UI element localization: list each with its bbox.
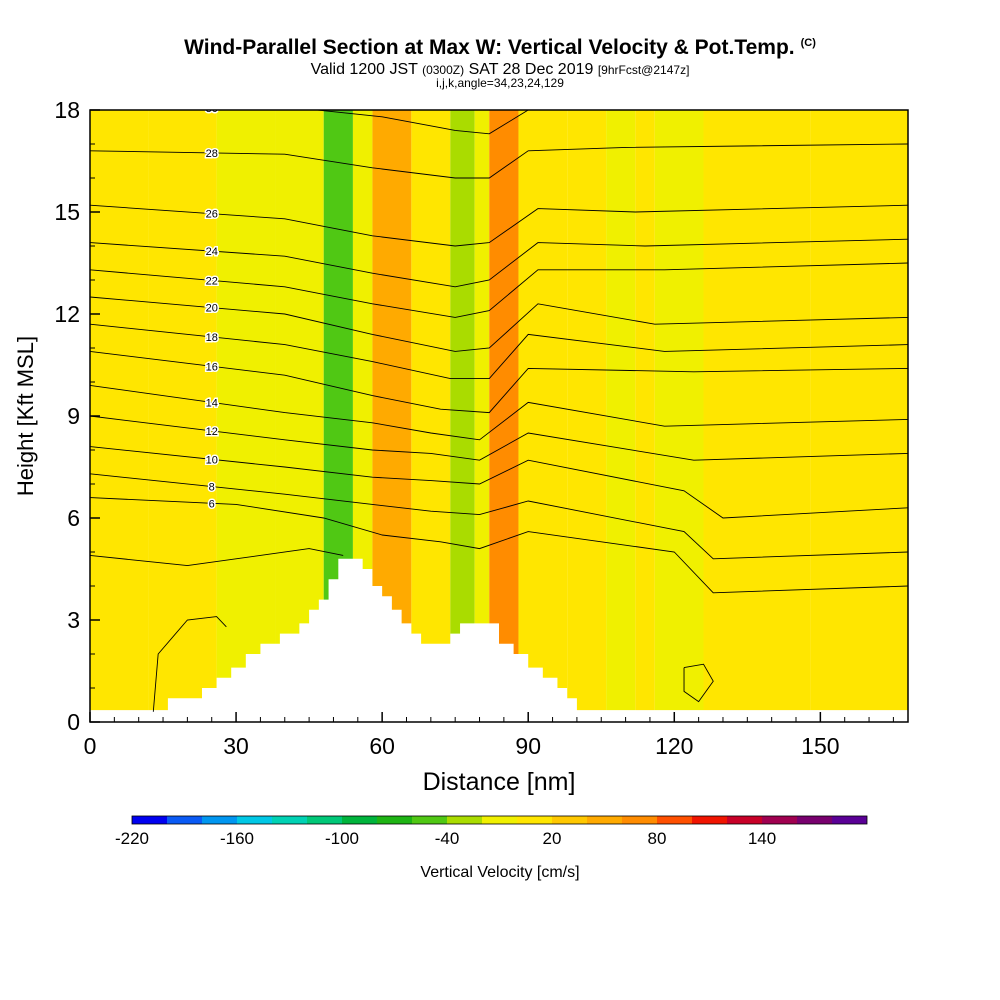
x-tick-label-0: 0 <box>84 733 97 759</box>
colorbar-tick-label-20: 20 <box>543 829 562 848</box>
y-tick-label-12: 12 <box>54 301 80 327</box>
theta-contour-20 <box>90 296 908 352</box>
velocity-band-8 <box>450 110 475 722</box>
velocity-band-14 <box>635 110 655 722</box>
valid-prefix: Valid 1200 JST <box>310 61 418 78</box>
x-tick-label-150: 150 <box>801 733 839 759</box>
colorbar-swatch-12 <box>552 816 587 824</box>
velocity-band-17 <box>810 110 908 722</box>
colorbar-tick-label--220: -220 <box>115 829 149 848</box>
contour-label-26: 26 <box>206 209 218 221</box>
valid-date: SAT 28 Dec 2019 <box>468 61 594 78</box>
velocity-band-2 <box>216 110 276 722</box>
y-axis-label: Height [Kft MSL] <box>13 336 38 496</box>
colorbar-swatch-11 <box>517 816 552 824</box>
y-tick-label-6: 6 <box>67 505 80 531</box>
theta-contour-26 <box>90 204 908 247</box>
chart-title: Wind-Parallel Section at Max W: Vertical… <box>0 36 1000 60</box>
contour-label-16: 16 <box>206 361 218 373</box>
colorbar-tick-label-140: 140 <box>748 829 776 848</box>
velocity-band-12 <box>567 110 607 722</box>
velocity-band-16 <box>703 110 811 722</box>
colorbar-swatch-6 <box>342 816 377 824</box>
contour-label-20: 20 <box>206 303 218 315</box>
colorbar-swatch-8 <box>412 816 447 824</box>
contour-label-10: 10 <box>206 454 218 466</box>
colorbar-swatch-5 <box>307 816 342 824</box>
colorbar-tick-label--40: -40 <box>435 829 460 848</box>
colorbar-title: Vertical Velocity [cm/s] <box>420 864 580 881</box>
x-tick-label-60: 60 <box>369 733 395 759</box>
terrain-mask <box>90 558 908 722</box>
contour-label-18: 18 <box>206 332 218 344</box>
theta-contour-28 <box>90 143 908 179</box>
colorbar-swatch-16 <box>692 816 727 824</box>
x-axis-label: Distance [nm] <box>423 768 576 796</box>
colorbar-tick-label--160: -160 <box>220 829 254 848</box>
contour-label-6: 6 <box>209 498 215 510</box>
theta-contour-extra-1 <box>152 616 227 712</box>
colorbar-swatch-4 <box>272 816 307 824</box>
y-tick-label-0: 0 <box>67 709 80 735</box>
velocity-band-11 <box>518 110 568 722</box>
colorbar-swatch-18 <box>762 816 797 824</box>
copyright-mark: (C) <box>800 37 816 49</box>
forecast-info: [9hrFcst@2147z] <box>597 63 690 77</box>
theta-contour-16 <box>90 350 908 414</box>
colorbar-swatch-2 <box>202 816 237 824</box>
contour-label-12: 12 <box>206 426 218 438</box>
colorbar-swatch-17 <box>727 816 762 824</box>
velocity-band-10 <box>489 110 519 722</box>
velocity-band-7 <box>411 110 451 722</box>
colorbar-swatch-9 <box>447 816 482 824</box>
colorbar-swatch-0 <box>132 816 167 824</box>
theta-contour-extra-2 <box>683 663 714 703</box>
colorbar-tick-label-80: 80 <box>648 829 667 848</box>
y-tick-label-18: 18 <box>54 97 80 123</box>
colorbar-swatch-13 <box>587 816 622 824</box>
chart-title-text: Wind-Parallel Section at Max W: Vertical… <box>184 36 795 59</box>
y-tick-label-9: 9 <box>67 403 80 429</box>
contour-label-30: 30 <box>206 103 218 115</box>
x-tick-label-120: 120 <box>655 733 693 759</box>
colorbar-swatch-7 <box>377 816 412 824</box>
colorbar-swatch-10 <box>482 816 517 824</box>
contour-label-24: 24 <box>206 246 218 258</box>
theta-contour-22 <box>90 262 908 318</box>
y-tick-label-3: 3 <box>67 607 80 633</box>
colorbar-frame <box>131 815 868 825</box>
colorbar-swatch-20 <box>832 816 867 824</box>
velocity-band-13 <box>606 110 636 722</box>
theta-contour-30 <box>90 110 535 135</box>
theta-contour-24 <box>90 238 908 288</box>
x-tick-label-30: 30 <box>223 733 249 759</box>
colorbar-swatch-15 <box>657 816 692 824</box>
colorbar-swatch-1 <box>167 816 202 824</box>
theta-contour-extra-0 <box>90 548 344 567</box>
colorbar-swatch-14 <box>622 816 657 824</box>
valid-utc: (0300Z) <box>422 63 465 77</box>
contour-label-22: 22 <box>206 275 218 287</box>
colorbar-swatch-3 <box>237 816 272 824</box>
y-tick-label-15: 15 <box>54 199 80 225</box>
valid-time-line: Valid 1200 JST (0300Z) SAT 28 Dec 2019 [… <box>0 61 1000 79</box>
contour-label-8: 8 <box>209 482 215 494</box>
theta-contour-group: 30 28 26 24 22 20 18 16 14 12 10 8 6 <box>90 103 908 712</box>
theta-contour-12 <box>90 415 908 461</box>
theta-contour-8 <box>90 473 908 560</box>
x-tick-label-90: 90 <box>515 733 541 759</box>
theta-contour-18 <box>90 323 908 380</box>
contour-label-14: 14 <box>206 397 218 409</box>
velocity-band-15 <box>654 110 704 722</box>
velocity-band-1 <box>148 110 217 722</box>
indices-line: i,j,k,angle=34,23,24,129 <box>436 76 564 90</box>
theta-contour-14 <box>90 384 908 441</box>
colorbar-tick-label--100: -100 <box>325 829 359 848</box>
theta-contour-10 <box>90 446 908 519</box>
velocity-band-9 <box>474 110 490 722</box>
contour-label-28: 28 <box>206 148 218 160</box>
colorbar-swatch-19 <box>797 816 832 824</box>
theta-contour-6 <box>90 497 908 594</box>
